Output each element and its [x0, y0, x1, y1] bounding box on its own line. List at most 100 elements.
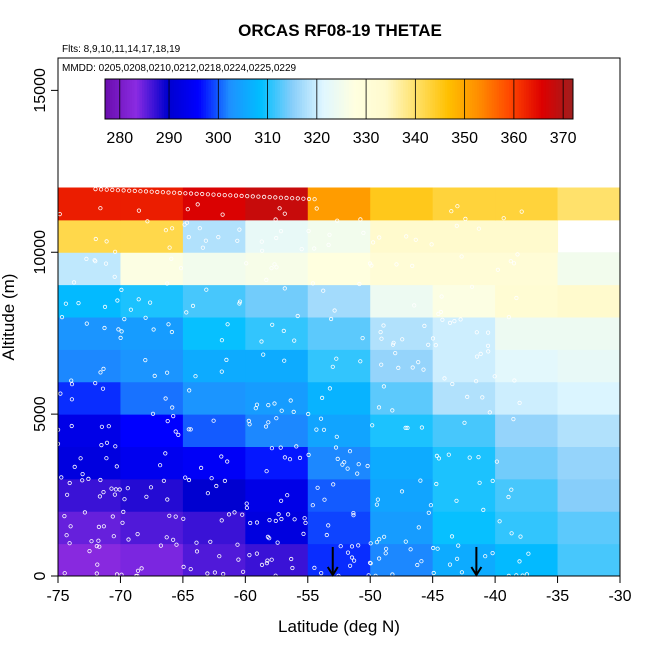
- track-point: [474, 354, 480, 359]
- heatmap-cell: [557, 349, 621, 383]
- track-point: [282, 455, 287, 460]
- track-point: [355, 471, 360, 476]
- track-point: [276, 512, 281, 517]
- colorbar-swatch: [161, 79, 165, 119]
- colorbar-swatch: [383, 79, 387, 119]
- track-point: [378, 329, 383, 335]
- colorbar-swatch: [430, 79, 433, 119]
- y-tick-label: 0: [32, 571, 49, 580]
- track-point: [80, 471, 85, 477]
- track-point: [410, 365, 415, 370]
- track-point: [87, 548, 92, 554]
- colorbar-swatch: [462, 79, 466, 119]
- track-point: [217, 192, 222, 197]
- track-point: [119, 329, 124, 334]
- heatmap-cell: [432, 511, 496, 545]
- track-point: [97, 494, 103, 499]
- track-point: [110, 514, 115, 519]
- heatmap-cell: [370, 511, 434, 545]
- track-point: [321, 427, 327, 432]
- heatmap-cell: [307, 252, 371, 286]
- track-point: [171, 537, 176, 542]
- track-point: [163, 451, 168, 456]
- colorbar-swatch: [105, 79, 108, 119]
- track-point: [72, 464, 77, 469]
- track-point: [454, 498, 459, 503]
- track-point: [314, 427, 319, 432]
- track-point: [99, 187, 104, 192]
- track-point: [415, 562, 420, 568]
- track-point: [195, 202, 200, 207]
- colorbar-swatch: [149, 79, 153, 119]
- track-point: [71, 280, 77, 285]
- track-point: [439, 294, 444, 299]
- track-point: [211, 192, 216, 197]
- track-point: [237, 227, 242, 232]
- heatmap-cell: [120, 252, 184, 286]
- track-point: [265, 558, 270, 563]
- colorbar-swatch: [533, 79, 537, 119]
- colorbar-swatch: [242, 79, 246, 119]
- track-point: [469, 284, 475, 289]
- track-point: [93, 236, 98, 242]
- track-point: [319, 395, 325, 400]
- colorbar-swatch: [112, 79, 116, 119]
- colorbar-swatch: [412, 79, 416, 119]
- track-point: [254, 551, 259, 556]
- track-point: [94, 571, 99, 576]
- heatmap-cell: [182, 219, 246, 253]
- heatmap-cell: [245, 284, 309, 318]
- track-point: [95, 562, 100, 567]
- heatmap-cell: [120, 187, 184, 221]
- track-point: [272, 262, 277, 267]
- track-point: [240, 512, 245, 517]
- colorbar-swatch: [422, 79, 426, 119]
- track-point: [474, 330, 479, 335]
- track-point: [290, 565, 295, 571]
- track-point: [113, 487, 119, 492]
- x-tick-label: -60: [234, 588, 257, 605]
- colorbar-swatch: [294, 79, 298, 119]
- track-point: [101, 366, 106, 371]
- track-point: [84, 321, 89, 326]
- heatmap-cell: [370, 219, 434, 253]
- heatmap-cell: [245, 478, 309, 512]
- colorbar-swatch: [548, 79, 552, 119]
- heatmap-cell: [432, 284, 496, 318]
- heatmap-cell: [58, 381, 121, 415]
- track-point: [109, 486, 114, 491]
- track-point: [172, 190, 177, 195]
- track-point: [351, 513, 356, 518]
- track-point: [226, 512, 232, 517]
- colorbar-swatch: [425, 79, 429, 119]
- track-point: [205, 192, 210, 197]
- track-point: [487, 410, 492, 415]
- colorbar-swatch: [151, 79, 155, 119]
- colorbar-swatch: [319, 79, 323, 119]
- colorbar-tick-label: 300: [205, 130, 232, 147]
- track-point: [214, 483, 219, 489]
- colorbar-swatch: [558, 79, 562, 119]
- track-point: [315, 485, 320, 490]
- heatmap-cell: [495, 414, 559, 447]
- track-point: [330, 364, 335, 369]
- track-point: [279, 516, 284, 522]
- track-point: [435, 546, 440, 551]
- track-point: [508, 259, 513, 264]
- track-point: [431, 570, 436, 576]
- track-point: [449, 534, 455, 539]
- track-point: [358, 217, 363, 222]
- track-point: [318, 416, 324, 421]
- heatmap-cell: [495, 219, 559, 253]
- heatmap-cell: [432, 252, 496, 286]
- colorbar-swatch: [356, 79, 360, 119]
- colorbar-swatch: [270, 79, 273, 119]
- track-point: [454, 223, 459, 228]
- track-point: [514, 295, 519, 301]
- track-point: [452, 318, 457, 324]
- heatmap-cell: [557, 317, 621, 350]
- heatmap-cell: [58, 446, 121, 480]
- colorbar-swatch: [203, 79, 207, 119]
- heatmap-cell: [557, 478, 621, 512]
- track-point: [514, 573, 519, 578]
